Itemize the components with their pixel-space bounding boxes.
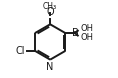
Text: O: O <box>46 7 54 17</box>
Text: OH: OH <box>81 24 94 33</box>
Text: Cl: Cl <box>16 46 25 56</box>
Text: N: N <box>46 62 54 72</box>
Text: OH: OH <box>81 33 94 42</box>
Text: B: B <box>72 28 78 38</box>
Text: CH₃: CH₃ <box>43 2 57 11</box>
